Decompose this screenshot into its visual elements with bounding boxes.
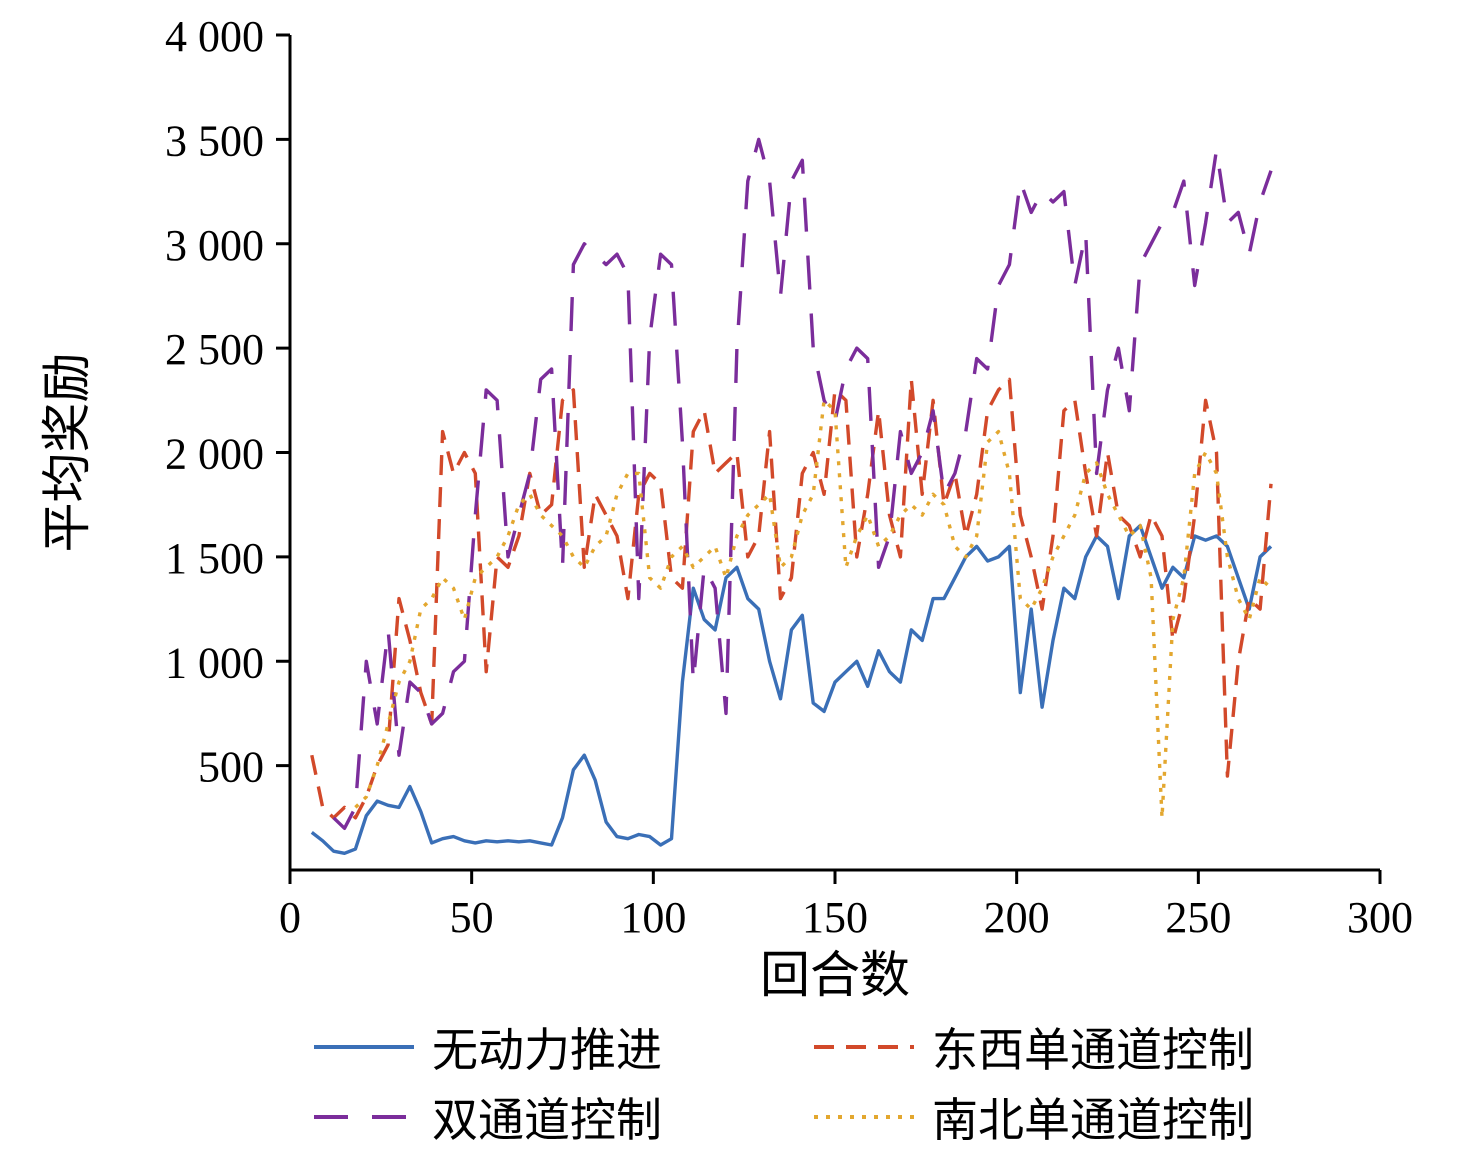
- legend-label: 双通道控制: [432, 1095, 662, 1146]
- legend-item: 东西单通道控制: [812, 1014, 1254, 1080]
- x-tick-label: 100: [620, 893, 686, 942]
- legend-label: 南北单通道控制: [932, 1095, 1254, 1146]
- legend-line-sample: [814, 1045, 914, 1049]
- legend-label: 东西单通道控制: [932, 1025, 1254, 1076]
- x-tick-label: 150: [802, 893, 868, 942]
- legend-label: 无动力推进: [432, 1025, 662, 1076]
- legend-line-sample: [814, 1115, 914, 1119]
- y-tick-label: 3 000: [165, 221, 264, 270]
- x-tick-label: 250: [1165, 893, 1231, 942]
- line-chart: 0 50 100 150 200 250 300 500 1 000 1 500 2 000 2 50…: [39, 12, 1413, 1003]
- y-axis-title: 平均奖励: [39, 353, 95, 553]
- series-line-3: [332, 137, 1273, 830]
- x-tick-label: 0: [279, 893, 301, 942]
- y-tick-label: 2 000: [165, 430, 264, 479]
- y-tick-label: 2 500: [165, 325, 264, 374]
- legend-line-sample: [314, 1115, 414, 1119]
- x-tick-label: 50: [450, 893, 494, 942]
- legend-item: 无动力推进: [312, 1014, 662, 1080]
- y-tick-label: 3 500: [165, 116, 264, 165]
- y-tick-label: 1 500: [165, 534, 264, 583]
- legend-item: 双通道控制: [312, 1084, 662, 1150]
- legend-item: 南北单通道控制: [812, 1084, 1254, 1150]
- x-tick-label: 300: [1347, 893, 1413, 942]
- legend: 无动力推进 东西单通道控制双通道控制 南北单通道控制: [45, 1014, 1476, 1150]
- series-line-1: [310, 523, 1273, 855]
- y-tick-label: 1 000: [165, 638, 264, 687]
- y-tick-label: 500: [198, 743, 264, 792]
- x-axis-title: 回合数: [760, 947, 910, 1003]
- series-line-2: [310, 377, 1273, 820]
- y-tick-label: 4 000: [165, 12, 264, 61]
- x-tick-label: 200: [984, 893, 1050, 942]
- legend-line-sample: [314, 1045, 414, 1049]
